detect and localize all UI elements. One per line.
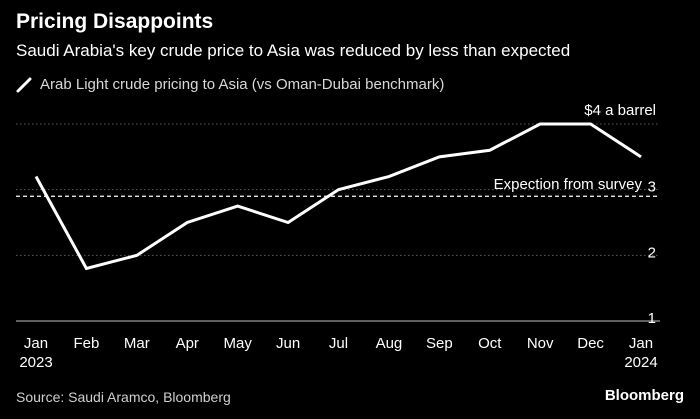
y-axis-labels: 1 2 3 $4 a barrel	[584, 102, 656, 327]
x-tick-label-1: Feb	[73, 335, 99, 352]
y-tick-label-2: 2	[648, 244, 656, 261]
y-tick-label-3: 3	[648, 179, 656, 196]
x-tick-label-10: Nov	[527, 335, 554, 352]
source-note: Source: Saudi Aramco, Bloomberg	[16, 389, 231, 405]
x-tick-label-3: Apr	[176, 335, 199, 352]
legend: Arab Light crude pricing to Asia (vs Oma…	[16, 76, 444, 93]
chart-subtitle: Saudi Arabia's key crude price to Asia w…	[16, 41, 571, 60]
bloomberg-logo: Bloomberg	[604, 387, 684, 404]
series-line-0	[34, 122, 642, 271]
x-tick-label-2: Mar	[124, 335, 150, 352]
y-tick-label-1: 1	[648, 310, 656, 327]
legend-line-icon	[16, 77, 32, 92]
gridlines	[16, 123, 660, 322]
x-axis-labels: Jan 2023 Feb Mar Apr May Jun Jul Aug Sep Oct Nov Dec…	[19, 335, 657, 371]
reference-line-group: Expection from survey	[16, 176, 660, 197]
x-tick-label-12: Jan 2024	[624, 335, 657, 371]
x-tick-label-5: Jun	[276, 335, 300, 352]
x-tick-label-0: Jan 2023	[19, 335, 52, 371]
series-group	[34, 122, 642, 271]
x-tick-label-6: Jul	[329, 335, 348, 352]
legend-label: Arab Light crude pricing to Asia (vs Oma…	[40, 76, 445, 93]
x-tick-label-4: May	[223, 335, 252, 352]
chart-title: Pricing Disappoints	[16, 10, 214, 33]
reference-line-label: Expection from survey	[494, 176, 643, 193]
x-tick-label-8: Sep	[426, 335, 453, 352]
y-tick-label-4: $4 a barrel	[584, 102, 656, 119]
x-tick-label-11: Dec	[577, 335, 604, 352]
x-tick-label-9: Oct	[478, 335, 502, 352]
x-tick-label-7: Aug	[376, 335, 403, 352]
